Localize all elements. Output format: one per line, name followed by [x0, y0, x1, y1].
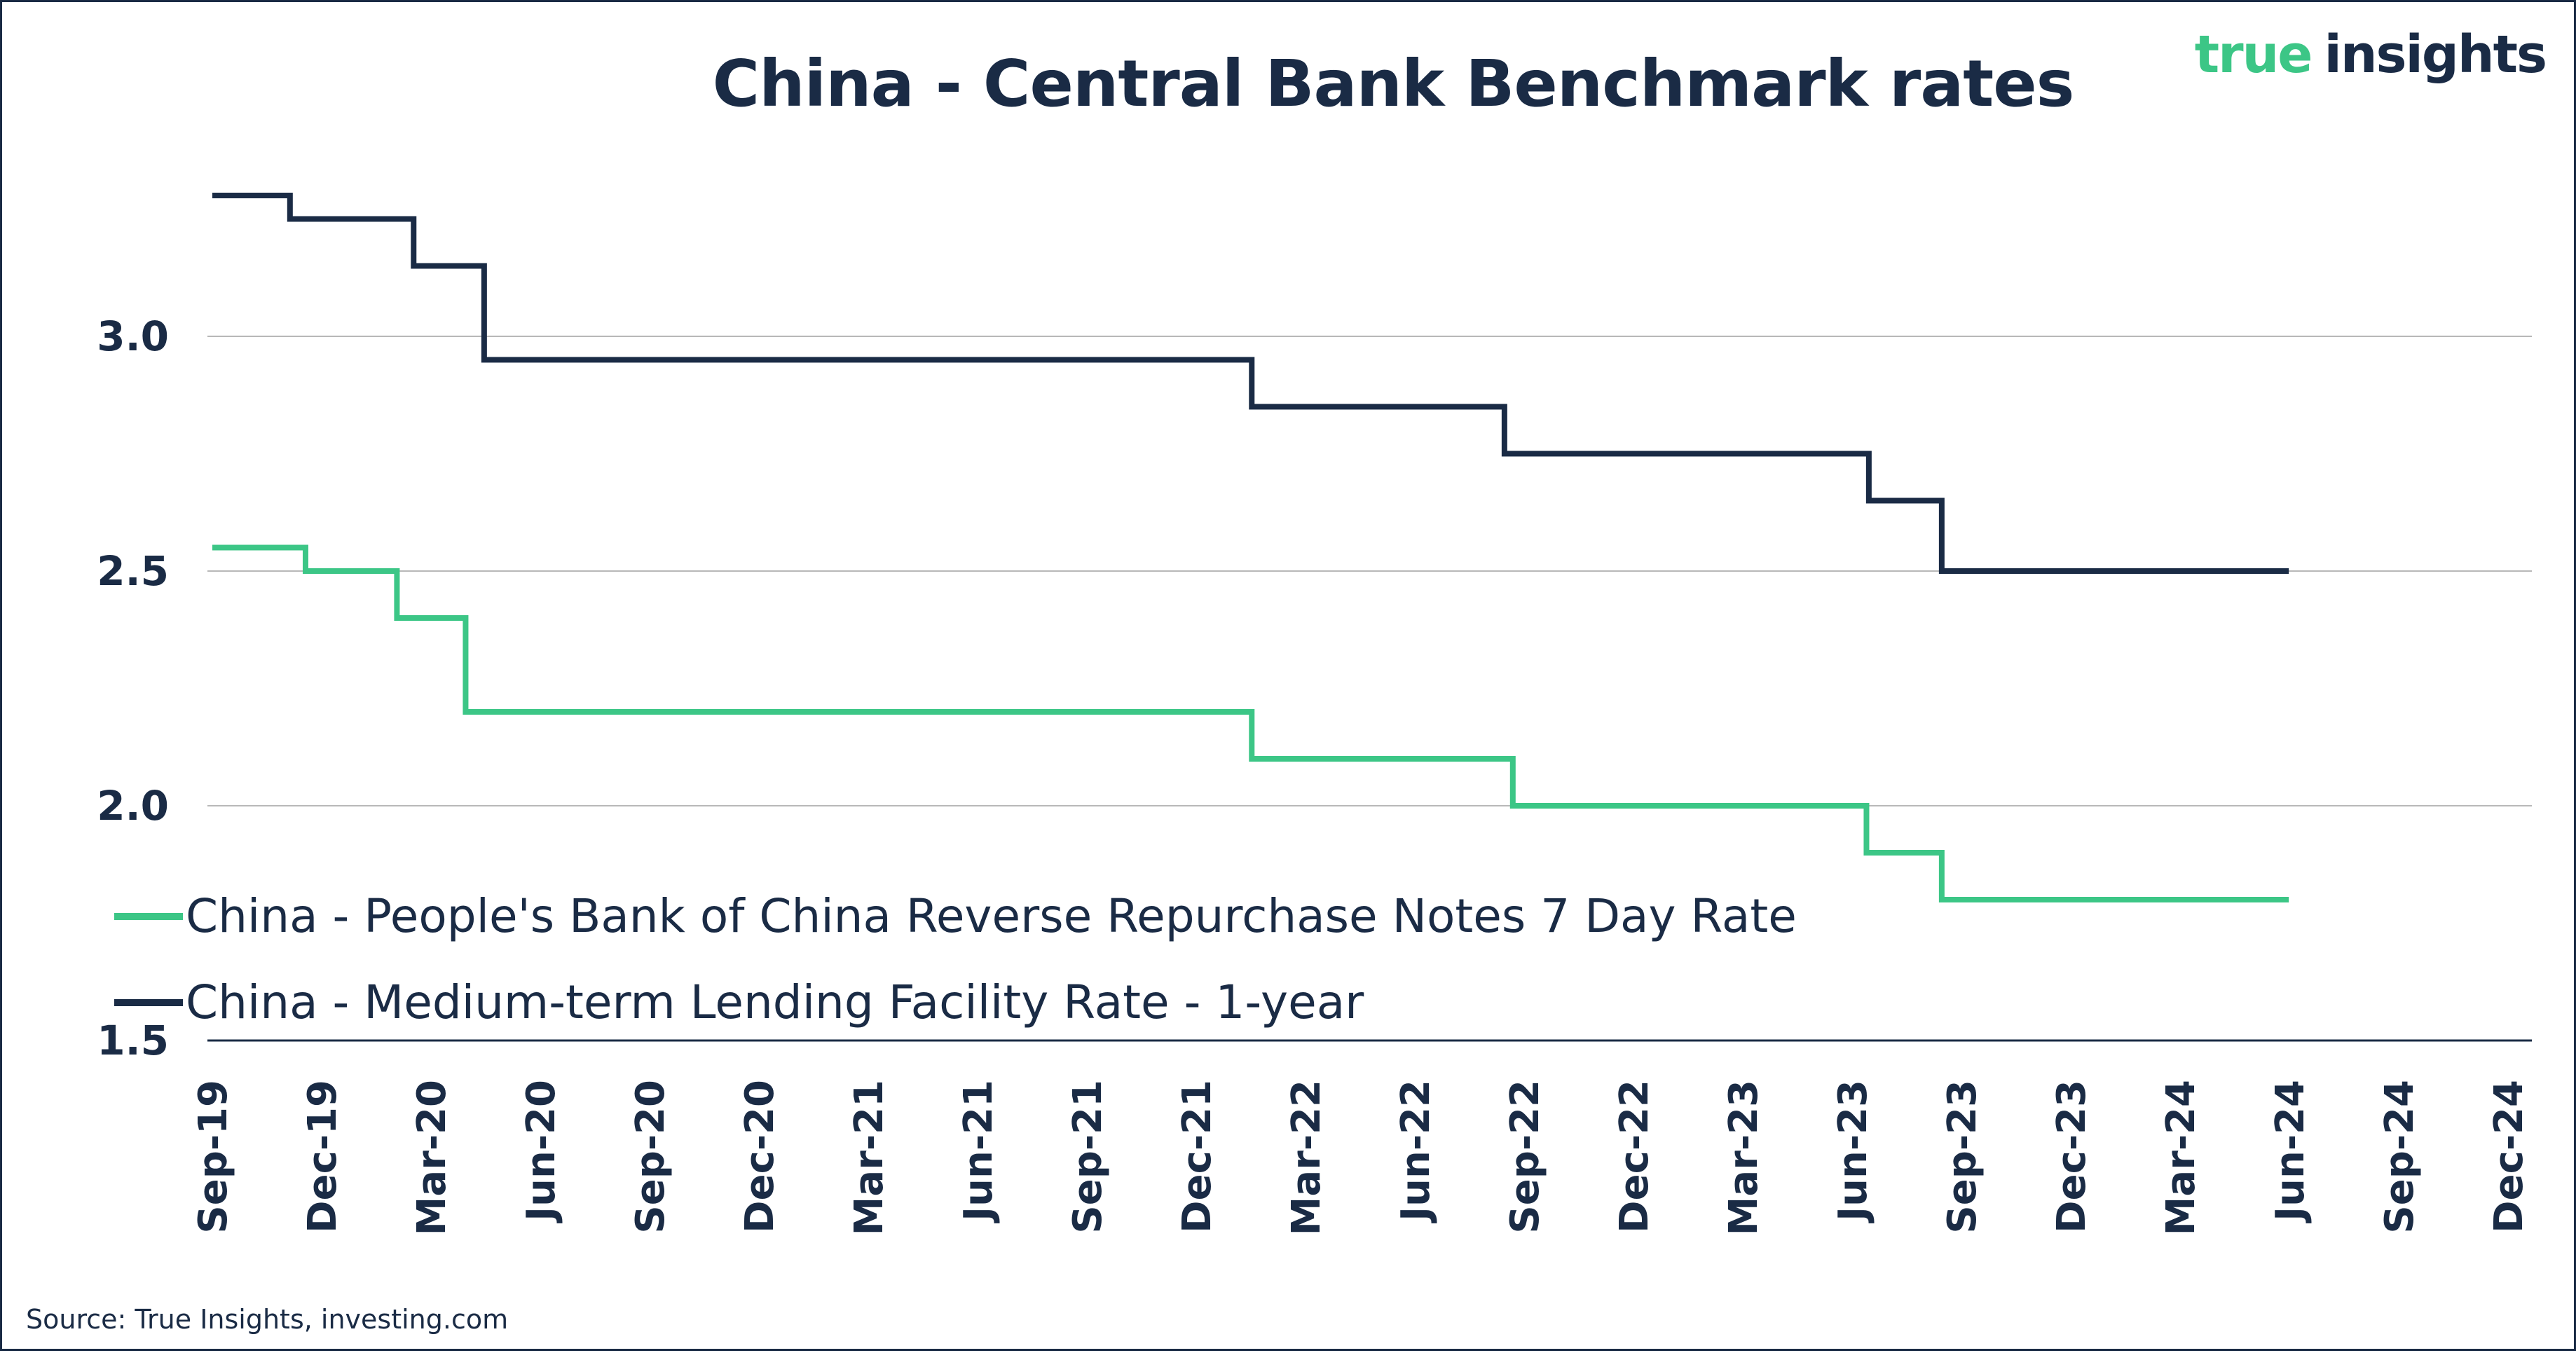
x-tick-label: Dec-22: [1612, 1080, 1657, 1233]
true-insights-logo: true insights: [2195, 25, 2546, 85]
y-tick-label: 3.0: [97, 313, 169, 360]
y-axis-ticks: 1.5 2.0 2.5 3.0: [97, 313, 169, 1064]
source-note: Source: True Insights, investing.com: [26, 1304, 508, 1335]
x-tick-label: Sep-23: [1940, 1080, 1985, 1234]
x-tick-label: Sep-21: [1065, 1080, 1111, 1234]
x-tick-label: Mar-20: [409, 1080, 455, 1235]
x-tick-label: Dec-19: [300, 1080, 345, 1233]
x-tick-label: Mar-22: [1284, 1080, 1329, 1235]
x-tick-label: Sep-24: [2377, 1080, 2423, 1234]
x-tick-label: Dec-20: [737, 1080, 783, 1233]
x-tick-label: Mar-21: [847, 1080, 892, 1235]
x-tick-label: Mar-23: [1721, 1080, 1767, 1235]
logo-word-insights: insights: [2324, 25, 2546, 85]
x-tick-label: Sep-19: [191, 1080, 236, 1234]
x-tick-label: Mar-24: [2158, 1080, 2204, 1235]
legend-label: China - People's Bank of China Reverse R…: [186, 889, 1797, 943]
grid-lines: [207, 336, 2532, 1042]
x-tick-label: Dec-23: [2049, 1080, 2095, 1233]
y-tick-label: 1.5: [97, 1017, 169, 1064]
y-tick-label: 2.0: [97, 782, 169, 830]
x-axis-ticks: Sep-19 Dec-19 Mar-20 Jun-20 Sep-20 Dec-20 Mar-…: [191, 1080, 2532, 1235]
x-tick-label: Jun-21: [956, 1080, 1001, 1224]
x-tick-label: Sep-22: [1502, 1080, 1548, 1234]
reverse-repo-7day-line: [212, 544, 2289, 902]
mlf-1year-line: [212, 193, 2289, 574]
series-lines: [212, 193, 2289, 902]
legend: China - People's Bank of China Reverse R…: [114, 889, 1797, 1029]
y-tick-label: 2.5: [97, 547, 169, 595]
x-tick-label: Dec-21: [1174, 1080, 1220, 1233]
x-tick-label: Jun-23: [1830, 1080, 1876, 1224]
chart-title: China - Central Bank Benchmark rates: [713, 46, 2074, 121]
x-tick-label: Sep-20: [628, 1080, 673, 1234]
x-tick-label: Jun-24: [2268, 1080, 2313, 1224]
logo-word-true: true: [2195, 25, 2312, 85]
legend-label: China - Medium-term Lending Facility Rat…: [186, 975, 1364, 1029]
x-tick-label: Dec-24: [2486, 1080, 2532, 1233]
x-tick-label: Jun-22: [1393, 1080, 1439, 1224]
x-tick-label: Jun-20: [519, 1080, 564, 1224]
